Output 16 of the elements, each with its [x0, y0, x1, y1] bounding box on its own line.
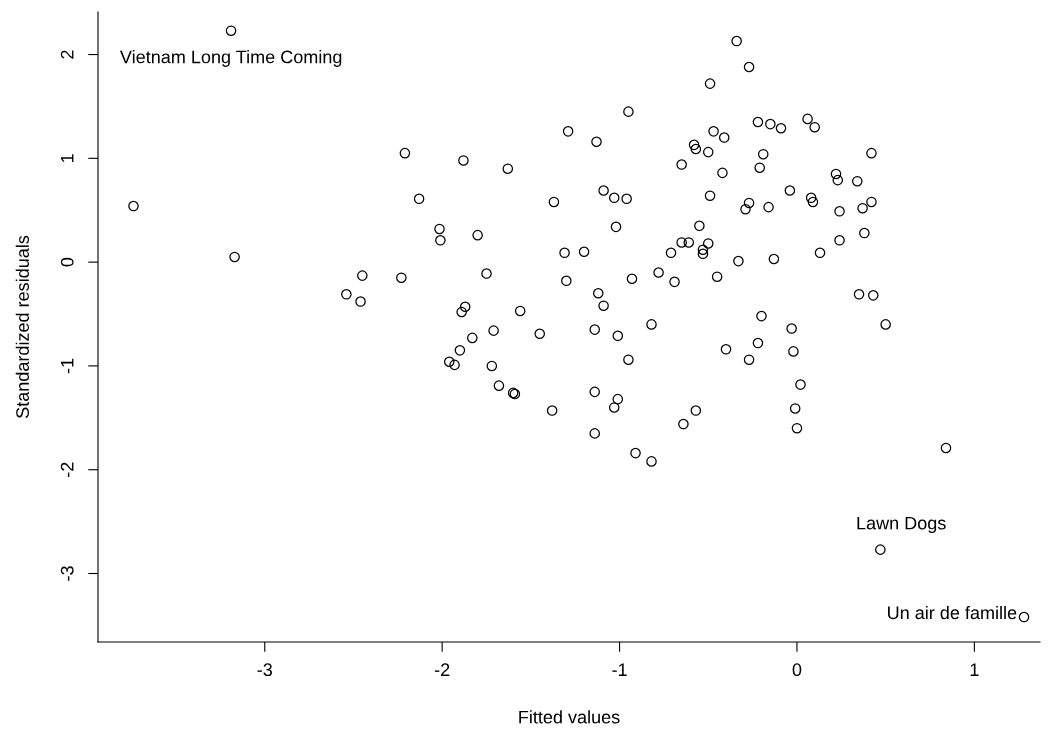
annotation: Un air de famille — [888, 605, 1017, 620]
x-tick-label: 0 — [792, 663, 802, 677]
annotation: Vietnam Long Time Coming — [120, 50, 342, 67]
y-tick-label: -2 — [60, 462, 74, 477]
x-tick-label: -1 — [612, 663, 627, 676]
x-tick-label: -2 — [434, 663, 450, 676]
x-tick-label: -3 — [257, 663, 272, 677]
y-tick-label: 0 — [60, 257, 74, 267]
y-tick-label: 2 — [60, 50, 74, 59]
x-tick-label: 1 — [970, 663, 979, 676]
y-tick-label: -1 — [61, 358, 74, 374]
y-tick-label: -3 — [60, 566, 74, 581]
y-tick-label: 1 — [61, 154, 74, 162]
y-axis-title: Standardized residuals — [15, 235, 29, 419]
x-axis-title: Fitted values — [519, 710, 620, 724]
annotation: Lawn Dogs — [857, 516, 946, 534]
